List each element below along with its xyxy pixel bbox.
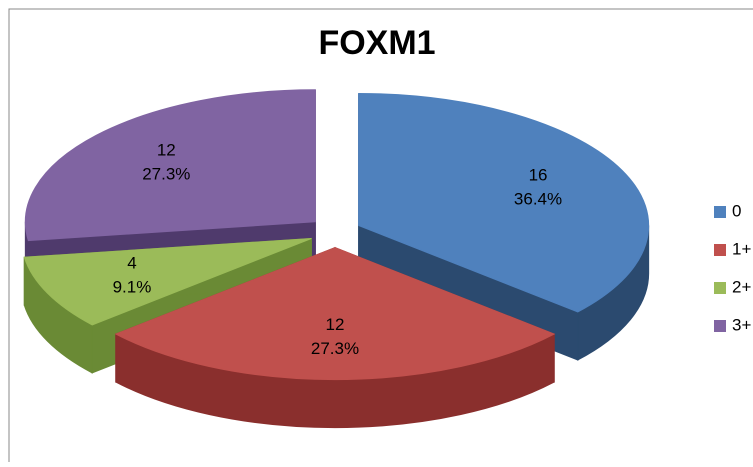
data-label: 12 <box>157 140 176 159</box>
legend-swatch <box>714 320 726 332</box>
slice <box>358 93 650 313</box>
data-label: 4 <box>127 253 136 272</box>
legend-swatch <box>714 282 726 294</box>
legend-swatch <box>714 244 726 256</box>
slice <box>114 247 556 381</box>
percent-label: 27.3% <box>311 339 359 358</box>
data-label: 16 <box>529 166 548 185</box>
percent-label: 36.4% <box>514 190 562 209</box>
legend-label: 2+ <box>732 277 751 296</box>
pie: 16 36.4% 12 27.3% 4 9.1% 12 27.3% <box>23 89 650 429</box>
legend-swatch <box>714 206 726 218</box>
legend-label: 0 <box>732 201 741 220</box>
legend: 0 1+ 2+ 3+ <box>714 201 751 334</box>
chart-title: FOXM1 <box>318 24 435 62</box>
legend-label: 1+ <box>732 239 751 258</box>
percent-label: 27.3% <box>142 164 190 183</box>
data-label: 12 <box>326 315 345 334</box>
legend-label: 3+ <box>732 315 751 334</box>
percent-label: 9.1% <box>113 277 152 296</box>
slice <box>23 237 312 326</box>
slice <box>24 89 316 242</box>
